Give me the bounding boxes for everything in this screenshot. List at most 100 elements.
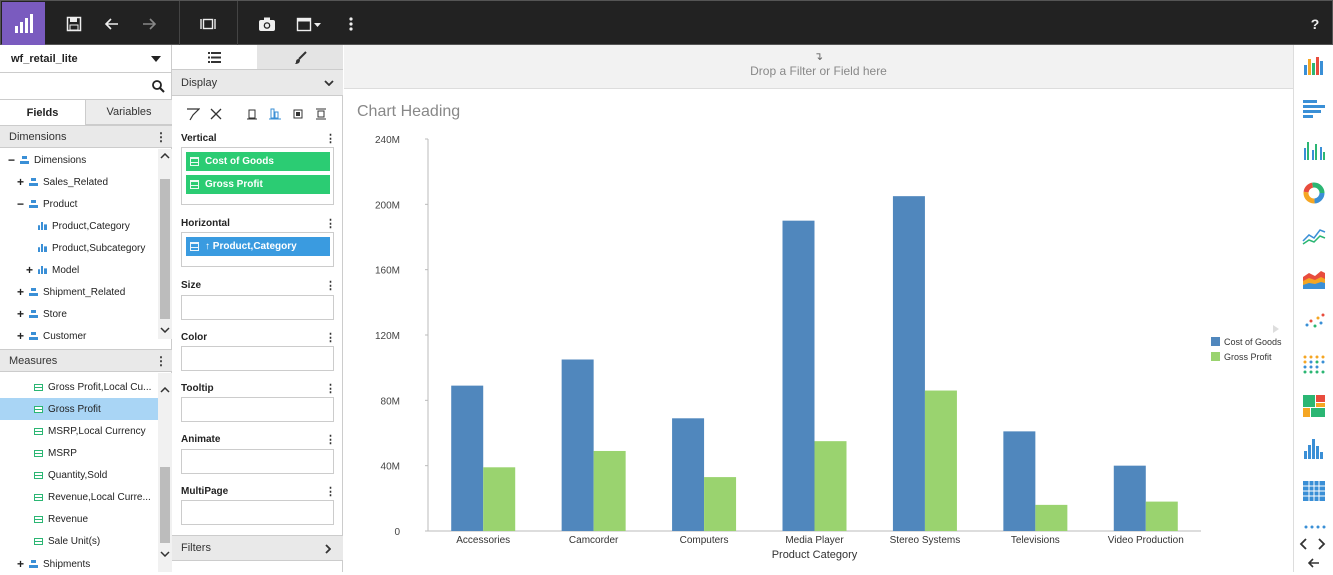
tree-item[interactable]: − Dimensions — [0, 149, 158, 171]
line-type-icon[interactable] — [1302, 223, 1326, 247]
filters-section-header[interactable]: Filters — [172, 535, 343, 561]
scroll-left-icon[interactable] — [1299, 538, 1309, 550]
measure-item[interactable]: Revenue — [0, 508, 158, 530]
tree-item[interactable]: + Customer — [0, 325, 158, 347]
horizontal-menu-icon[interactable]: ⋮ — [325, 218, 336, 230]
measure-item[interactable]: Sale Unit(s) — [0, 530, 158, 552]
measure-item[interactable]: MSRP,Local Currency — [0, 420, 158, 442]
collapse-icon[interactable]: − — [7, 153, 15, 167]
tab-variables[interactable]: Variables — [86, 100, 172, 125]
tooltip-dropzone[interactable] — [181, 397, 334, 422]
tab-format[interactable] — [257, 45, 343, 70]
animate-dropzone[interactable] — [181, 449, 334, 474]
tab-query-list[interactable] — [172, 45, 257, 70]
more-chart-types-icon[interactable] — [1302, 521, 1326, 531]
scatter-type-icon[interactable] — [1302, 309, 1326, 333]
vertical-dropzone[interactable]: Cost of Goods Gross Profit — [181, 147, 334, 205]
dot-plot-type-icon[interactable] — [1302, 352, 1326, 376]
y-tick-label: 200M — [375, 200, 400, 211]
paintbrush-icon — [294, 50, 307, 64]
size-menu-icon[interactable]: ⋮ — [325, 280, 336, 292]
tree-item[interactable]: + Sales_Related — [0, 171, 158, 193]
vertical-menu-icon[interactable]: ⋮ — [325, 133, 336, 145]
collapse-icon[interactable]: − — [16, 197, 24, 211]
field-pill-product-category[interactable]: ↑ Product,Category — [186, 237, 330, 256]
help-icon[interactable]: ? — [1310, 15, 1320, 32]
y-tick-label: 40M — [381, 462, 400, 473]
expand-icon[interactable]: + — [16, 175, 24, 189]
treemap-type-icon[interactable] — [1302, 394, 1326, 418]
undo-icon[interactable] — [99, 1, 125, 46]
horizontal-bar-type-icon[interactable] — [1302, 97, 1326, 121]
measure-item[interactable]: Gross Profit,Local Cu... — [0, 376, 158, 398]
clear-icon[interactable] — [209, 107, 223, 121]
tree-item[interactable]: + Model — [0, 259, 158, 281]
tree-item[interactable]: + Store — [0, 303, 158, 325]
collapse-arrow-icon[interactable] — [1308, 558, 1320, 568]
multipage-dropzone[interactable] — [181, 500, 334, 525]
dimensions-menu-icon[interactable]: ⋮ — [155, 129, 167, 144]
chart-title: Chart Heading — [357, 103, 460, 120]
app-logo-icon[interactable] — [2, 2, 45, 45]
donut-type-icon[interactable] — [1302, 181, 1326, 205]
dimension-icon — [29, 178, 38, 186]
lasso-icon[interactable] — [186, 107, 200, 121]
tree-item[interactable]: − Product — [0, 193, 158, 215]
datasource-selector[interactable]: wf_retail_lite — [0, 45, 172, 73]
run-menu-icon[interactable] — [294, 1, 324, 46]
grouped-bar-type-icon[interactable] — [1302, 138, 1326, 162]
align-stretch-icon[interactable] — [314, 107, 328, 121]
measure-item[interactable]: Gross Profit — [0, 398, 158, 420]
top-toolbar: ? — [0, 0, 1333, 46]
measure-item[interactable]: Quantity,Sold — [0, 464, 158, 486]
tree-item[interactable]: + Shipment_Related — [0, 281, 158, 303]
align-bottom-icon[interactable] — [268, 107, 282, 121]
x-tick-label: Televisions — [1011, 535, 1060, 546]
expand-icon[interactable]: + — [16, 307, 24, 321]
measure-item-label: Quantity,Sold — [48, 469, 108, 481]
align-middle-icon[interactable] — [291, 107, 305, 121]
dimensions-scrollbar[interactable] — [158, 149, 172, 339]
tree-item[interactable]: Product,Category — [0, 215, 158, 237]
scroll-right-icon[interactable] — [1316, 538, 1326, 550]
presentation-icon[interactable] — [195, 1, 221, 46]
tree-item-shipments[interactable]: + Shipments — [16, 557, 91, 571]
color-dropzone[interactable] — [181, 346, 334, 371]
expand-icon[interactable]: + — [16, 329, 24, 343]
measure-icon — [34, 471, 43, 479]
more-options-icon[interactable] — [338, 1, 364, 46]
table-type-icon[interactable] — [1302, 479, 1326, 503]
save-icon[interactable] — [61, 1, 87, 46]
expand-icon[interactable]: + — [25, 263, 33, 277]
horizontal-dropzone[interactable]: ↑ Product,Category — [181, 232, 334, 267]
filter-drop-zone[interactable]: ↴ Drop a Filter or Field here — [344, 45, 1293, 89]
dimension-field-icon — [190, 242, 199, 251]
measure-item[interactable]: Revenue,Local Curre... — [0, 486, 158, 508]
size-dropzone[interactable] — [181, 295, 334, 320]
bar-gross-profit — [483, 467, 516, 531]
search-icon[interactable] — [152, 80, 165, 93]
tree-item[interactable]: Product,Subcategory — [0, 237, 158, 259]
multipage-menu-icon[interactable]: ⋮ — [325, 486, 336, 498]
display-section-header[interactable]: Display — [172, 70, 343, 96]
measure-item-label: MSRP,Local Currency — [48, 425, 146, 437]
color-menu-icon[interactable]: ⋮ — [325, 332, 336, 344]
expand-icon[interactable]: + — [16, 285, 24, 299]
measure-item[interactable]: MSRP — [0, 442, 158, 464]
field-pill-gross-profit[interactable]: Gross Profit — [186, 175, 330, 194]
measures-scrollbar[interactable] — [158, 373, 172, 572]
tooltip-menu-icon[interactable]: ⋮ — [325, 383, 336, 395]
field-search-input[interactable] — [0, 73, 172, 100]
redo-icon[interactable] — [136, 1, 162, 46]
measures-menu-icon[interactable]: ⋮ — [155, 353, 167, 368]
animate-menu-icon[interactable]: ⋮ — [325, 434, 336, 446]
area-type-icon[interactable] — [1302, 267, 1326, 291]
bar-chart-type-icon[interactable] — [1302, 53, 1326, 77]
field-pill-cost-of-goods[interactable]: Cost of Goods — [186, 152, 330, 171]
align-top-icon[interactable] — [245, 107, 259, 121]
tab-fields[interactable]: Fields — [0, 100, 86, 125]
camera-icon[interactable] — [254, 1, 280, 46]
histogram-type-icon[interactable] — [1302, 437, 1326, 461]
color-label: Color — [181, 332, 208, 343]
measure-icon — [190, 157, 199, 166]
